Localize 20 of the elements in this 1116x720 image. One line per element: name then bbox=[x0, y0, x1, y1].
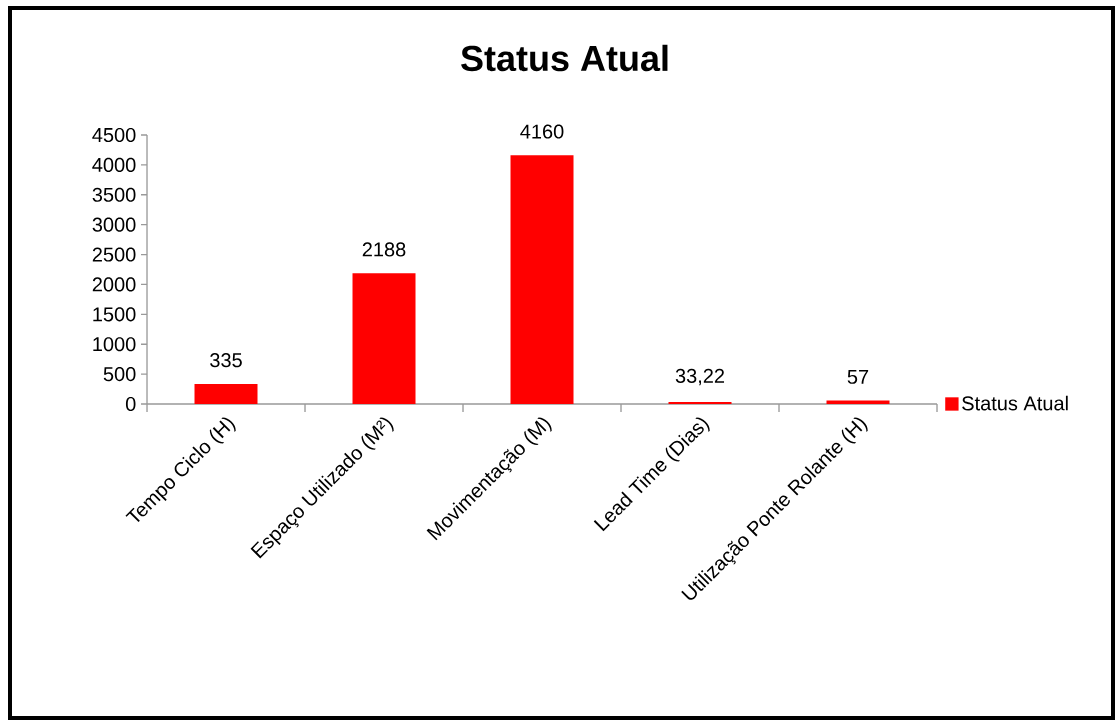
data-label: 4160 bbox=[520, 124, 564, 139]
y-tick-label: 3500 bbox=[92, 187, 136, 202]
y-tick-label: 500 bbox=[103, 367, 136, 382]
y-tick-label: 1000 bbox=[93, 337, 136, 352]
chart-title: Status Atual bbox=[461, 44, 668, 72]
legend-label: Status Atual bbox=[962, 395, 1068, 411]
y-tick-label: 0 bbox=[125, 396, 136, 412]
bar bbox=[510, 155, 574, 404]
data-label: 33,22 bbox=[675, 368, 725, 386]
y-tick-label: 4500 bbox=[92, 127, 136, 143]
y-tick-label: 1500 bbox=[93, 307, 136, 322]
data-label: 335 bbox=[210, 353, 242, 368]
y-tick-label: 2000 bbox=[92, 277, 136, 292]
bar bbox=[194, 383, 258, 404]
bar bbox=[352, 273, 416, 404]
y-tick-label: 4000 bbox=[92, 157, 136, 172]
y-tick-label: 2500 bbox=[92, 247, 136, 262]
data-label: 2188 bbox=[362, 242, 406, 257]
data-label: 57 bbox=[847, 369, 869, 384]
y-tick-label: 3000 bbox=[92, 217, 136, 232]
